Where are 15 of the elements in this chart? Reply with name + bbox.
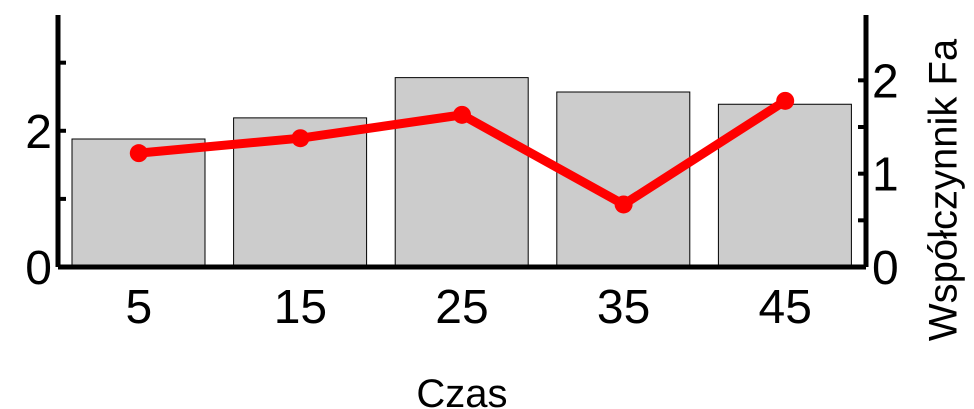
point bbox=[291, 129, 310, 148]
x-tick-label: 15 bbox=[274, 281, 328, 334]
point bbox=[776, 92, 794, 110]
x-tick-label: 5 bbox=[125, 281, 152, 334]
x-axis-title: Czas bbox=[416, 372, 508, 409]
x-tick-label: 45 bbox=[758, 281, 812, 334]
y2-axis-title: Współczynnik Fa bbox=[922, 38, 966, 342]
x-tick-label: 25 bbox=[435, 281, 489, 334]
point bbox=[614, 195, 633, 214]
x-tick-label: 35 bbox=[596, 281, 650, 334]
y2-tick-label: 1 bbox=[872, 148, 899, 202]
point bbox=[130, 144, 148, 162]
point bbox=[453, 106, 471, 124]
y2-tick-label: 0 bbox=[872, 242, 899, 296]
y2-tick-label: 2 bbox=[872, 55, 899, 108]
